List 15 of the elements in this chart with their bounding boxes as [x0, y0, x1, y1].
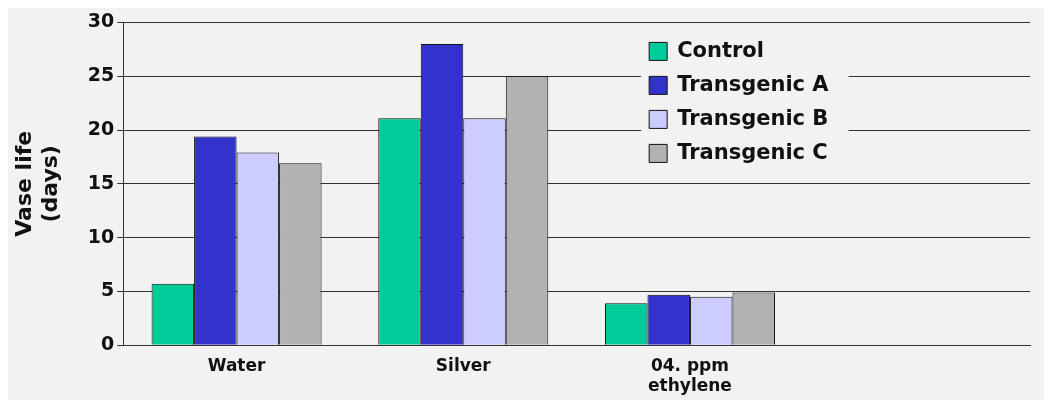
- y-tick-label: 15: [87, 170, 115, 193]
- legend-label: Transgenic A: [677, 71, 830, 96]
- y-tick-label: 0: [101, 332, 115, 355]
- y-axis-title: Vase life (days): [10, 130, 63, 237]
- y-tick-label: 20: [87, 116, 115, 139]
- y-tick-label: 30: [87, 9, 115, 32]
- x-tick-label: 04. ppm ethylene: [648, 354, 732, 396]
- x-tick-label: Silver: [435, 354, 492, 375]
- x-tick-label: Water: [207, 354, 267, 375]
- legend-label: Transgenic C: [677, 139, 828, 164]
- legend-label: Transgenic B: [677, 105, 829, 130]
- y-tick-label: 5: [101, 278, 115, 301]
- y-tick-label: 10: [87, 224, 115, 247]
- legend-label: Control: [677, 37, 764, 62]
- y-tick-label: 25: [87, 63, 115, 86]
